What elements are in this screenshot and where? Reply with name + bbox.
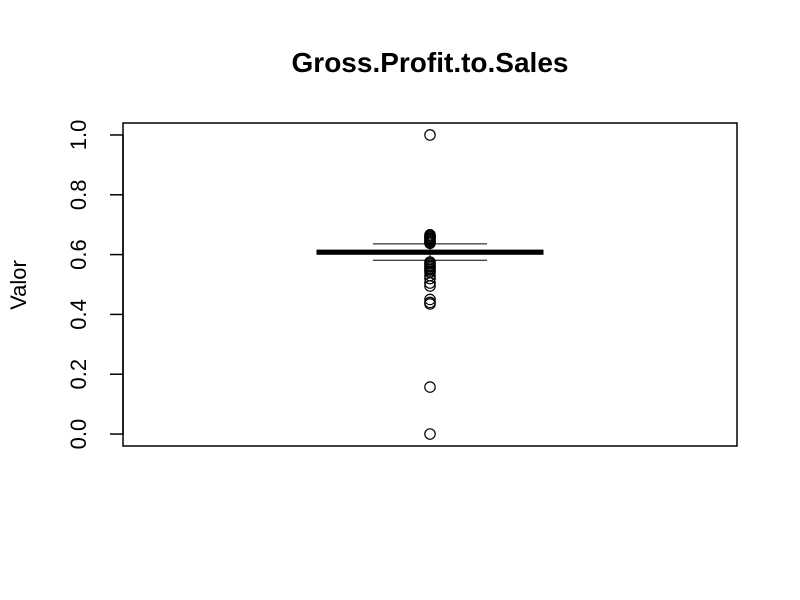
y-tick-label: 0.4 [66,299,91,330]
y-tick-label: 0.6 [66,239,91,270]
outlier-point [424,298,436,310]
y-tick-label: 1.0 [66,120,91,151]
y-tick-label: 0.0 [66,419,91,450]
y-tick-label: 0.2 [66,359,91,390]
y-axis-label: Valor [6,260,31,310]
outlier-point [424,280,436,292]
outlier-point [424,272,436,285]
outlier-point [424,129,436,141]
chart-title: Gross.Profit.to.Sales [292,47,569,78]
y-axis-ticks: 0.0 0.2 0.4 0.6 0.8 1.0 [66,120,123,450]
outlier-points [424,129,436,440]
outlier-point [424,237,436,250]
outlier-point [424,428,436,440]
outlier-point [424,277,436,289]
y-tick-label: 0.8 [66,179,91,210]
outlier-point [424,381,436,393]
outlier-point [424,293,436,306]
plot-frame [122,122,738,447]
